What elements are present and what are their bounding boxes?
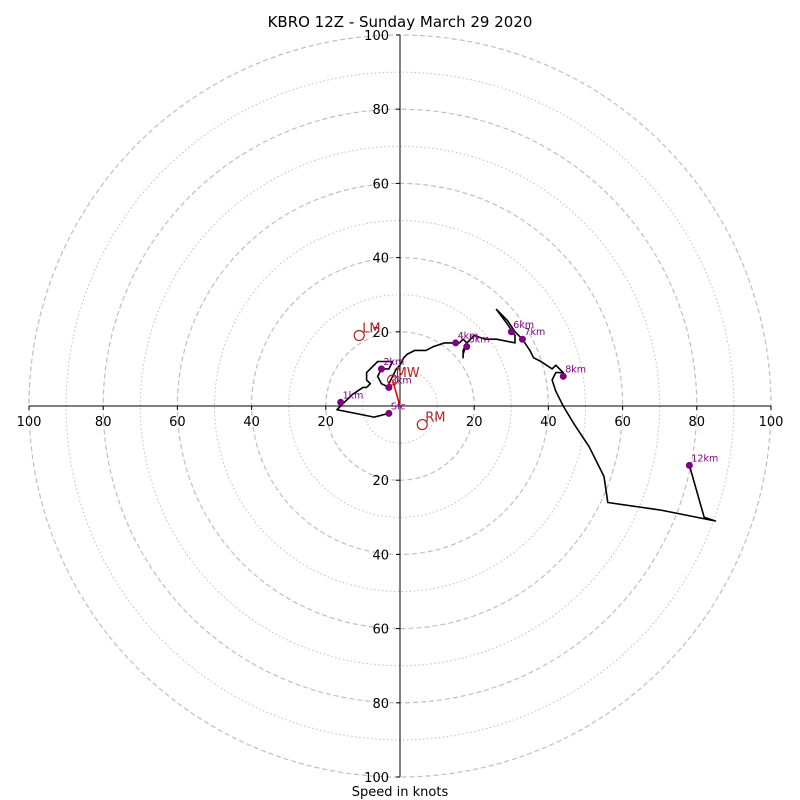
x-tick-label: 80	[95, 415, 112, 430]
x-tick-label: 60	[614, 415, 631, 430]
storm-motion-label: MW	[396, 366, 420, 381]
height-marker-point	[463, 343, 471, 351]
chart-title: KBRO 12Z - Sunday March 29 2020	[268, 13, 533, 31]
y-tick-label: 80	[372, 103, 389, 118]
height-marker-point	[385, 383, 393, 391]
y-tick-label: 20	[372, 326, 389, 341]
height-marker-label: 7km	[524, 327, 545, 338]
height-marker-point	[385, 409, 393, 417]
storm-motion: LM MW RM	[353, 322, 446, 431]
y-tick-label: 60	[372, 623, 389, 638]
x-tick-label: 40	[540, 415, 557, 430]
height-marker-label: 4km	[458, 331, 479, 342]
x-tick-label: 20	[466, 415, 483, 430]
y-tick-labels: 100 80 60 40 20 20 40 60 80 100	[364, 29, 400, 786]
height-marker-label: 5km	[469, 335, 490, 346]
y-tick-label: 40	[372, 548, 389, 563]
x-tick-label: 40	[243, 415, 260, 430]
height-marker-label: 6km	[513, 320, 534, 331]
hodograph-line	[336, 308, 717, 522]
height-marker-point	[518, 335, 526, 343]
height-marker-point	[507, 328, 515, 336]
height-marker-label: 12km	[691, 453, 718, 464]
x-tick-labels: 100 80 60 40 20 20 40 60 80 100	[17, 406, 784, 430]
height-marker-label: Sfc	[391, 401, 406, 412]
x-tick-label: 100	[17, 415, 42, 430]
height-marker-label: 2km	[383, 357, 404, 368]
y-tick-label: 100	[364, 29, 389, 44]
y-tick-label: 40	[372, 252, 389, 267]
y-tick-label: 100	[364, 771, 389, 786]
height-marker-point	[377, 365, 385, 373]
storm-motion-marker	[386, 374, 399, 386]
height-marker-point	[559, 372, 567, 380]
x-tick-label: 20	[318, 415, 335, 430]
x-tick-label: 60	[169, 415, 186, 430]
height-marker-point	[337, 398, 345, 406]
x-tick-label: 80	[689, 415, 706, 430]
height-marker-label: 8km	[565, 364, 586, 375]
height-marker-label: 1km	[343, 390, 364, 401]
height-marker-label: 3km	[391, 375, 412, 386]
storm-motion-label: RM	[425, 411, 445, 426]
x-tick-label: 100	[759, 415, 784, 430]
y-tick-label: 80	[372, 697, 389, 712]
y-tick-label: 20	[372, 474, 389, 489]
hodograph-series	[336, 308, 717, 522]
storm-motion-marker	[353, 329, 365, 342]
height-marker-point	[452, 339, 460, 347]
storm-motion-label: LM	[362, 322, 380, 337]
storm-motion-marker	[416, 418, 428, 431]
x-axis-label: Speed in knots	[352, 785, 449, 800]
height-marker-point	[685, 461, 693, 469]
y-tick-label: 60	[372, 177, 389, 192]
